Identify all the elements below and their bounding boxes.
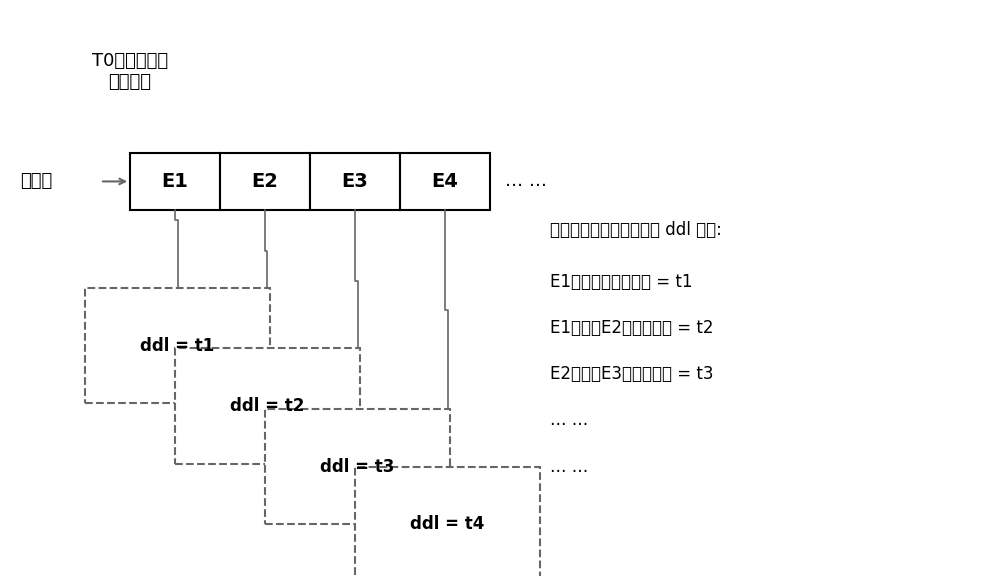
FancyBboxPatch shape <box>265 409 450 524</box>
Text: E2: E2 <box>252 172 278 191</box>
Text: 队列中的事件的到期时间 ddl 满足:: 队列中的事件的到期时间 ddl 满足: <box>550 221 722 240</box>
Text: E2到期时E3的到期时间 = t3: E2到期时E3的到期时间 = t3 <box>550 365 714 384</box>
Text: T0时刻的定时
事件队列: T0时刻的定时 事件队列 <box>92 52 168 90</box>
Text: ddl = t2: ddl = t2 <box>230 397 305 415</box>
Text: … …: … … <box>550 457 588 476</box>
Text: ddl = t4: ddl = t4 <box>410 515 485 533</box>
Text: E1所在节点到期时间 = t1: E1所在节点到期时间 = t1 <box>550 273 692 291</box>
FancyBboxPatch shape <box>355 467 540 576</box>
Text: … …: … … <box>505 172 547 191</box>
FancyBboxPatch shape <box>85 288 270 403</box>
Text: … …: … … <box>550 411 588 430</box>
FancyBboxPatch shape <box>175 348 360 464</box>
Text: E1: E1 <box>162 172 188 191</box>
FancyBboxPatch shape <box>220 153 310 210</box>
FancyBboxPatch shape <box>310 153 400 210</box>
Text: ddl = t1: ddl = t1 <box>140 336 215 355</box>
Text: 队列头: 队列头 <box>20 172 52 191</box>
Text: E4: E4 <box>432 172 458 191</box>
Text: E3: E3 <box>342 172 368 191</box>
FancyBboxPatch shape <box>400 153 490 210</box>
Text: ddl = t3: ddl = t3 <box>320 457 395 476</box>
Text: E1到期时E2的到期时间 = t2: E1到期时E2的到期时间 = t2 <box>550 319 714 338</box>
FancyBboxPatch shape <box>130 153 220 210</box>
